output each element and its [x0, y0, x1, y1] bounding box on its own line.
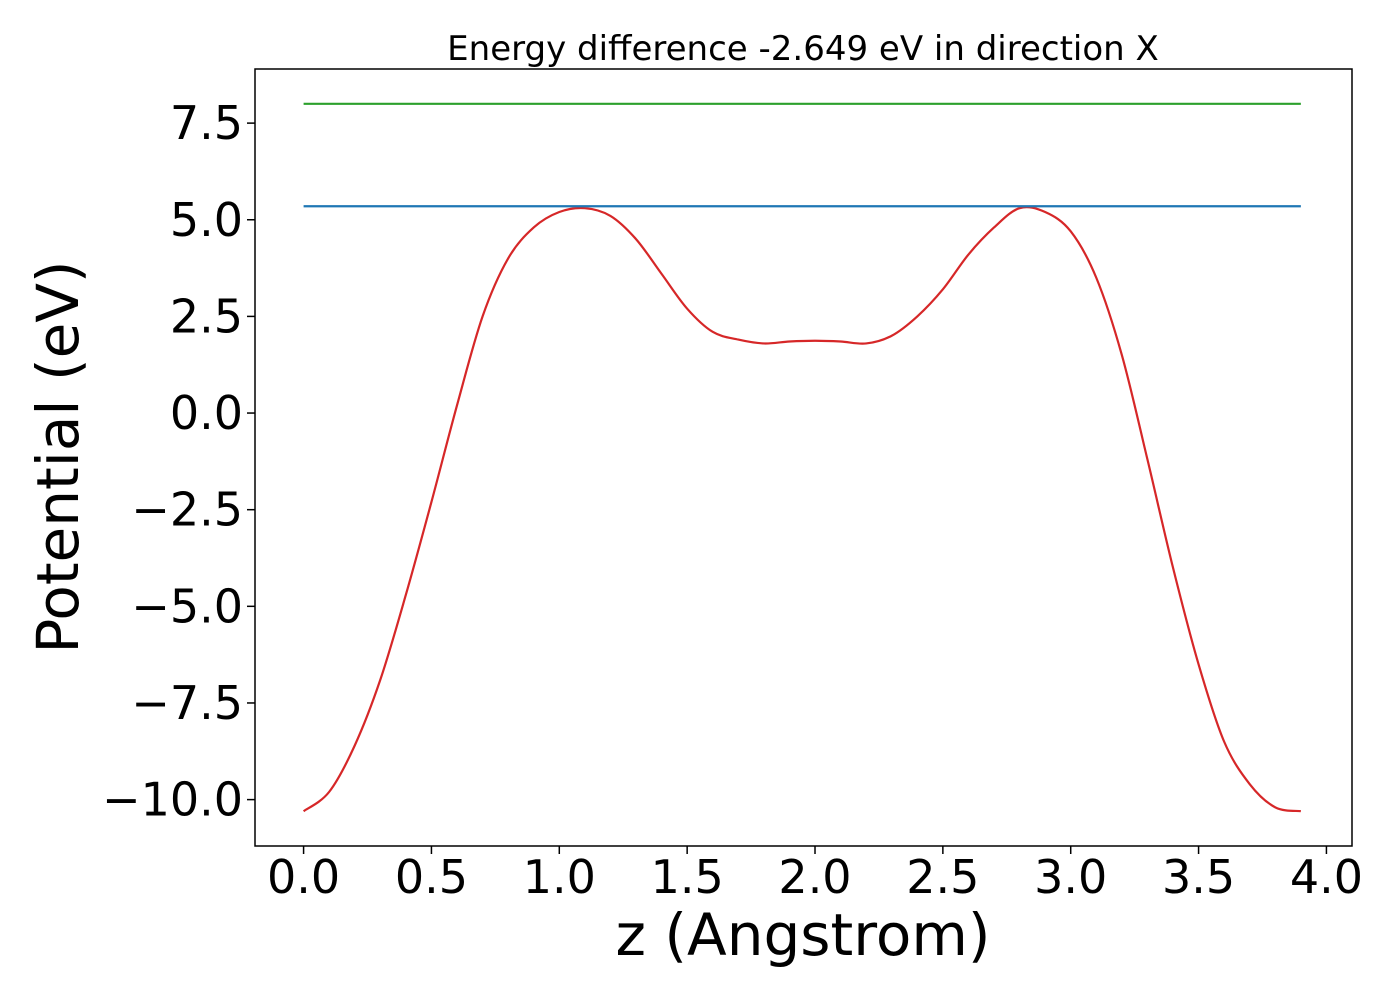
- plot-frame: [254, 68, 1353, 847]
- x-tick-label: 1.0: [523, 850, 596, 904]
- series-layer: [302, 102, 1302, 813]
- y-tick-label: −5.0: [131, 579, 243, 633]
- x-tick-label: 3.0: [1034, 850, 1107, 904]
- x-tick-label: 2.5: [906, 850, 979, 904]
- y-tick-label: 7.5: [170, 96, 243, 150]
- x-axis: 0.0 0.5 1.0 1.5 2.0 2.5 3.0 3.5 4.0: [267, 846, 1363, 904]
- x-tick-label: 0.5: [395, 850, 468, 904]
- y-tick-label: 2.5: [170, 289, 243, 343]
- x-tick-label: 4.0: [1290, 850, 1363, 904]
- series-line-1: [302, 206, 1302, 813]
- x-axis-label: z (Angstrom): [616, 901, 991, 969]
- y-tick-label: −2.5: [131, 483, 243, 537]
- y-tick-label: 0.0: [170, 386, 243, 440]
- chart-title: Energy difference -2.649 eV in direction…: [447, 29, 1159, 69]
- y-axis: −10.0 −7.5 −5.0 −2.5 0.0 2.5 5.0 7.5: [102, 96, 255, 827]
- y-tick-label: −7.5: [131, 676, 243, 730]
- x-tick-label: 3.5: [1162, 850, 1235, 904]
- y-tick-label: −10.0: [102, 773, 243, 827]
- x-tick-label: 0.0: [267, 850, 340, 904]
- x-tick-label: 1.5: [651, 850, 724, 904]
- y-tick-label: 5.0: [170, 193, 243, 247]
- y-axis-label: Potential (eV): [24, 260, 92, 653]
- x-tick-label: 2.0: [778, 850, 851, 904]
